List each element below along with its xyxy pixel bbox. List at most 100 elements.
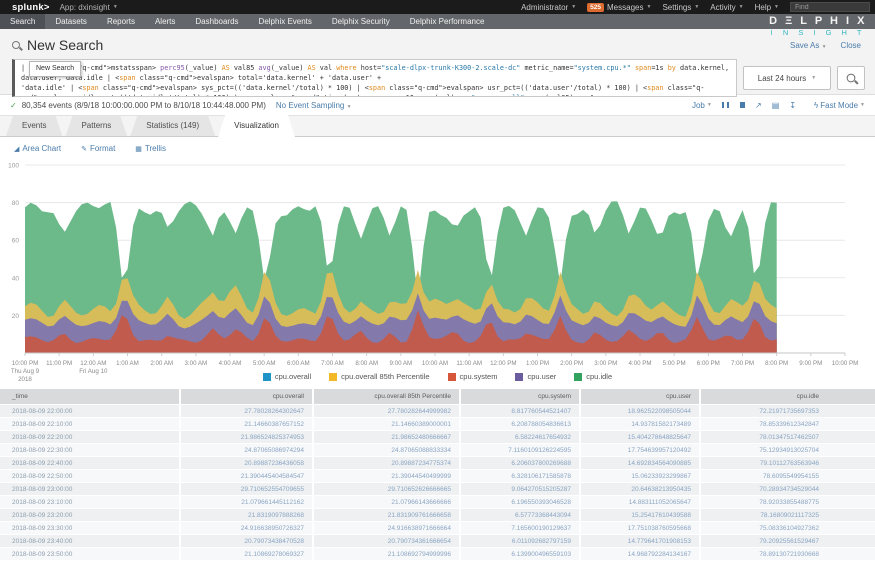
cell-time[interactable]: 2018-08-09 22:40:00 bbox=[0, 457, 180, 470]
cell-value[interactable]: 24.87065088833334 bbox=[313, 444, 460, 457]
cell-value[interactable]: 6.139900496559103 bbox=[460, 548, 580, 561]
cell-value[interactable]: 75.08336104927362 bbox=[700, 522, 875, 535]
cell-value[interactable]: 14.779641701908153 bbox=[580, 535, 700, 548]
cell-time[interactable]: 2018-08-09 23:00:00 bbox=[0, 483, 180, 496]
cell-value[interactable]: 72.21971735697353 bbox=[700, 405, 875, 418]
cell-value[interactable]: 14.692834564090885 bbox=[580, 457, 700, 470]
cell-value[interactable]: 20.89887236436058 bbox=[180, 457, 313, 470]
column-header-cpu-system[interactable]: cpu.system bbox=[460, 389, 580, 405]
cell-value[interactable]: 21.10869278069327 bbox=[180, 548, 313, 561]
cell-value[interactable]: 6.196550393046528 bbox=[460, 496, 580, 509]
search-mode-menu[interactable]: ϟ Fast Mode ▼ bbox=[814, 101, 865, 110]
share-button[interactable]: ↗ bbox=[755, 101, 762, 110]
cell-value[interactable]: 6.206037800269688 bbox=[460, 457, 580, 470]
cell-value[interactable]: 24.916638950726327 bbox=[180, 522, 313, 535]
legend-item-cpu-user[interactable]: cpu.user bbox=[515, 372, 556, 381]
cell-value[interactable]: 20.64638213950435 bbox=[580, 483, 700, 496]
cell-value[interactable]: 14.883111052065647 bbox=[580, 496, 700, 509]
cell-time[interactable]: 2018-08-09 23:20:00 bbox=[0, 509, 180, 522]
cell-value[interactable]: 6.58224617654932 bbox=[460, 431, 580, 444]
cell-value[interactable]: 78.16809021117325 bbox=[700, 509, 875, 522]
cell-value[interactable]: 21.986524825374953 bbox=[180, 431, 313, 444]
format-menu[interactable]: ✎ Format bbox=[81, 144, 115, 153]
nav-item-delphix-performance[interactable]: Delphix Performance bbox=[400, 14, 495, 29]
chart-type-picker[interactable]: ◢ Area Chart bbox=[14, 144, 61, 153]
legend-item-cpu-overall-85th-percentile[interactable]: cpu.overall 85th Percentile bbox=[329, 372, 429, 381]
cell-time[interactable]: 2018-08-09 22:30:00 bbox=[0, 444, 180, 457]
cell-time[interactable]: 2018-08-09 22:00:00 bbox=[0, 405, 180, 418]
cell-value[interactable]: 27.78028264302647 bbox=[180, 405, 313, 418]
event-sampling-menu[interactable]: No Event Sampling ▼ bbox=[276, 101, 352, 110]
cell-value[interactable]: 17.751038760595668 bbox=[580, 522, 700, 535]
activity-menu[interactable]: Activity ▼ bbox=[710, 3, 743, 12]
cell-value[interactable]: 7.165600190129637 bbox=[460, 522, 580, 535]
cell-value[interactable]: 18.962522098505044 bbox=[580, 405, 700, 418]
nav-item-alerts[interactable]: Alerts bbox=[145, 14, 185, 29]
cell-value[interactable]: 78.92033855488775 bbox=[700, 496, 875, 509]
cell-time[interactable]: 2018-08-09 23:30:00 bbox=[0, 522, 180, 535]
nav-item-datasets[interactable]: Datasets bbox=[45, 14, 97, 29]
cell-value[interactable]: 7.1160109126224595 bbox=[460, 444, 580, 457]
cell-value[interactable]: 24.87065086974294 bbox=[180, 444, 313, 457]
nav-item-delphix-security[interactable]: Delphix Security bbox=[322, 14, 400, 29]
cell-value[interactable]: 78.85339612342847 bbox=[700, 418, 875, 431]
cell-value[interactable]: 21.108692794999996 bbox=[313, 548, 460, 561]
column-header-cpu-idle[interactable]: cpu.idle bbox=[700, 389, 875, 405]
cell-value[interactable]: 14.968792284134167 bbox=[580, 548, 700, 561]
tab-events[interactable]: Events bbox=[6, 116, 62, 136]
splunk-logo[interactable]: splunk> bbox=[12, 2, 50, 13]
cell-value[interactable]: 8.817760544521407 bbox=[460, 405, 580, 418]
cell-value[interactable]: 29.710652626666665 bbox=[313, 483, 460, 496]
help-menu[interactable]: Help ▼ bbox=[755, 3, 779, 12]
cell-value[interactable]: 75.12934913025704 bbox=[700, 444, 875, 457]
app-switcher[interactable]: App: dxinsight ▼ bbox=[60, 3, 118, 12]
cell-value[interactable]: 15.25417610439588 bbox=[580, 509, 700, 522]
tab-statistics-149[interactable]: Statistics (149) bbox=[130, 116, 215, 136]
cell-value[interactable]: 20.790734361666654 bbox=[313, 535, 460, 548]
cell-value[interactable]: 6.57773368443094 bbox=[460, 509, 580, 522]
cell-value[interactable]: 6.328106171585878 bbox=[460, 470, 580, 483]
run-search-button[interactable] bbox=[837, 66, 865, 90]
cell-value[interactable]: 14.93781582173489 bbox=[580, 418, 700, 431]
cell-value[interactable]: 21.8319097888268 bbox=[180, 509, 313, 522]
cell-value[interactable]: 21.079661445112162 bbox=[180, 496, 313, 509]
column-header-cpu-overall[interactable]: cpu.overall bbox=[180, 389, 313, 405]
cell-value[interactable]: 21.98652480666667 bbox=[313, 431, 460, 444]
cell-time[interactable]: 2018-08-09 23:40:00 bbox=[0, 535, 180, 548]
find-input[interactable] bbox=[790, 2, 870, 12]
cell-value[interactable]: 78.89130721930668 bbox=[700, 548, 875, 561]
column-header-cpu-user[interactable]: cpu.user bbox=[580, 389, 700, 405]
search-query-input[interactable]: | <span class="q-cmd">mstatsspan> perc95… bbox=[12, 59, 737, 97]
cell-value[interactable]: 21.390445404584547 bbox=[180, 470, 313, 483]
cell-value[interactable]: 21.39044540499999 bbox=[313, 470, 460, 483]
cell-value[interactable]: 78.01347517462507 bbox=[700, 431, 875, 444]
cell-value[interactable]: 29.710652554709655 bbox=[180, 483, 313, 496]
cell-value[interactable]: 6.011092682797159 bbox=[460, 535, 580, 548]
column-header-cpu-overall-85th-percentile[interactable]: cpu.overall 85th Percentile bbox=[313, 389, 460, 405]
cell-value[interactable]: 15.404278648825647 bbox=[580, 431, 700, 444]
legend-item-cpu-overall[interactable]: cpu.overall bbox=[263, 372, 311, 381]
nav-item-dashboards[interactable]: Dashboards bbox=[185, 14, 248, 29]
nav-item-search[interactable]: Search bbox=[0, 14, 45, 29]
cell-time[interactable]: 2018-08-09 22:20:00 bbox=[0, 431, 180, 444]
nav-item-reports[interactable]: Reports bbox=[97, 14, 145, 29]
cell-time[interactable]: 2018-08-09 23:10:00 bbox=[0, 496, 180, 509]
stop-button[interactable] bbox=[740, 102, 746, 108]
time-range-picker[interactable]: Last 24 hours ▼ bbox=[743, 66, 831, 90]
messages-menu[interactable]: 525 Messages ▼ bbox=[587, 3, 651, 12]
legend-item-cpu-idle[interactable]: cpu.idle bbox=[574, 372, 612, 381]
nav-item-delphix-events[interactable]: Delphix Events bbox=[249, 14, 322, 29]
cell-value[interactable]: 15.06233923299867 bbox=[580, 470, 700, 483]
settings-menu[interactable]: Settings ▼ bbox=[662, 3, 699, 12]
user-menu[interactable]: Administrator ▼ bbox=[521, 3, 576, 12]
cell-value[interactable]: 17.754639957120492 bbox=[580, 444, 700, 457]
cell-value[interactable]: 78.6095549954155 bbox=[700, 470, 875, 483]
cell-value[interactable]: 20.79073438470528 bbox=[180, 535, 313, 548]
cell-value[interactable]: 9.064270515205287 bbox=[460, 483, 580, 496]
cell-value[interactable]: 70.28934734529044 bbox=[700, 483, 875, 496]
cell-value[interactable]: 21.831909761666658 bbox=[313, 509, 460, 522]
tab-patterns[interactable]: Patterns bbox=[65, 116, 127, 136]
cell-value[interactable]: 21.07966143666666 bbox=[313, 496, 460, 509]
job-menu[interactable]: Job ▼ bbox=[692, 101, 712, 110]
cell-value[interactable]: 27.780282644999982 bbox=[313, 405, 460, 418]
